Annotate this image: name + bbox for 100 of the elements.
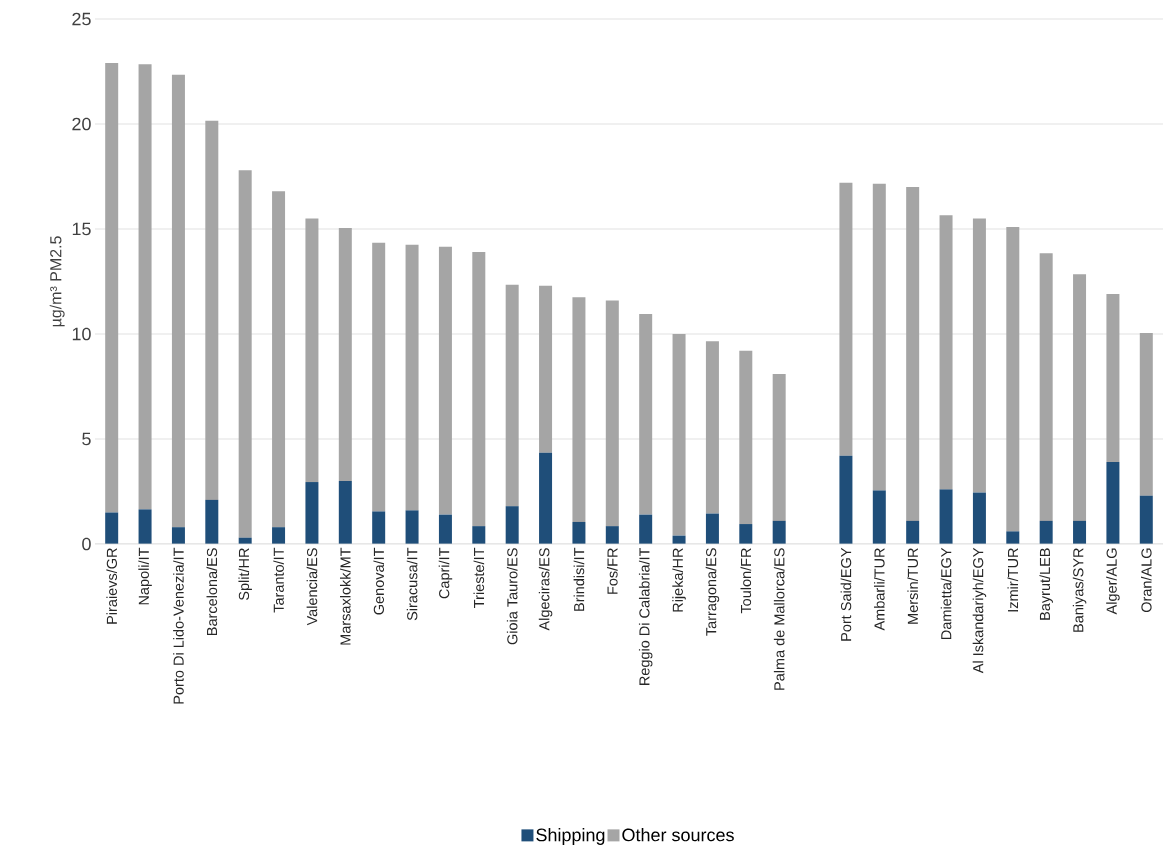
x-tick-label: Alger/ALG [1106,548,1120,615]
x-tick-label: Toulon/FR [740,548,752,614]
x-tick-label: Trieste/IT [473,547,485,608]
bar [839,455,853,544]
bar [105,512,119,544]
x-tick-label: Gioia Tauro/ES [506,548,518,645]
bar [171,74,185,528]
y-axis-title: µg/m³ PM2.5 [49,236,65,327]
x-tick-label: Genova/IT [373,547,385,615]
bar [939,215,953,490]
bar [272,191,286,528]
bar [672,334,686,536]
bar [839,182,853,456]
x-tick-label: Fos/FR [606,548,618,594]
bar [505,506,519,544]
x-tick-label: Palma de Mallorca/ES [773,548,785,690]
x-tick-label: Porto Di Lido-Venezia/IT [173,547,184,704]
bar [1039,253,1053,521]
bar [1039,520,1053,544]
x-tick-label: Oran/ALG [1140,548,1152,613]
x-tick-label: Izmir/TUR [1007,548,1019,612]
y-tick-label: 20 [72,117,91,131]
bar [705,341,719,514]
bar [572,521,586,544]
x-tick-label: Siracusa/IT [406,547,418,621]
bar [772,520,786,544]
bar [1106,294,1120,463]
bar [272,527,286,544]
bar [372,242,386,512]
bar [639,514,653,544]
bar [105,63,119,513]
x-tick-label: Tarragona/ES [705,548,720,636]
y-tick-label: 5 [82,432,91,446]
x-tick-label: Piraievs/GR [106,548,118,624]
bar [205,499,219,544]
x-tick-label: Al Iskandariyh/EGY [972,547,987,674]
bar [238,170,252,538]
y-tick-label: 10 [72,327,91,341]
bar [739,350,753,525]
x-tick-label: Algeciras/ES [538,548,553,631]
x-tick-label: Barcelona/ES [206,548,218,635]
bar [305,218,319,483]
bar [906,520,920,544]
bar [1073,520,1087,544]
bar [138,64,152,510]
x-tick-label: Bayrut/LEB [1039,548,1053,620]
x-tick-label: Napoli/IT [138,547,152,605]
legend-label: Other sources [622,828,734,842]
x-tick-label: Split/HR [238,548,252,601]
bar [472,252,486,527]
x-tick-label: Valencia/ES [306,548,318,626]
bar [338,481,352,544]
bar [639,314,653,515]
bar [372,511,386,544]
x-tick-label: Reggio Di Calabria/IT [638,547,653,685]
bar [338,227,352,481]
x-tick-label: Baniyas/SYR [1072,548,1087,632]
x-tick-label: Rijeka/HR [672,548,686,612]
bar [472,526,486,544]
bar [772,373,786,521]
bar [605,300,619,527]
y-tick-label: 0 [82,537,91,551]
x-tick-label: Ambarli/TUR [873,548,885,631]
x-tick-label: Port Said/EGY [840,547,852,641]
y-tick-label: 15 [72,222,91,236]
bar [505,284,519,507]
bar [438,514,452,544]
bar [605,526,619,544]
bar [572,297,586,522]
bar [1139,495,1153,544]
y-tick-label: 25 [72,12,91,26]
bar [872,183,886,491]
bar [906,187,920,521]
bar [1106,462,1120,544]
bar [205,120,219,500]
bar [138,509,152,544]
x-tick-label: Marsaxlokk/MT [339,547,351,645]
bar [305,482,319,544]
x-tick-label: Brindisi/IT [573,547,585,611]
bar [405,244,419,511]
bar [1139,332,1153,496]
x-tick-label: Damietta/EGY [940,547,952,639]
bar [939,489,953,544]
bar [972,492,986,544]
bar [1006,531,1020,544]
bar [872,490,886,544]
bar [405,510,419,544]
bar [1073,274,1087,521]
legend-label: Shipping [536,828,605,845]
bar [739,524,753,544]
bar [705,513,719,544]
bar [171,527,185,544]
bar [972,218,986,493]
bar [438,246,452,515]
x-tick-label: Taranto/IT [273,547,284,613]
bar [1006,226,1020,532]
x-tick-label: Mersin/TUR [907,548,918,624]
x-tick-label: Capri/IT [438,547,453,599]
bar [539,285,553,453]
bar [539,452,553,544]
